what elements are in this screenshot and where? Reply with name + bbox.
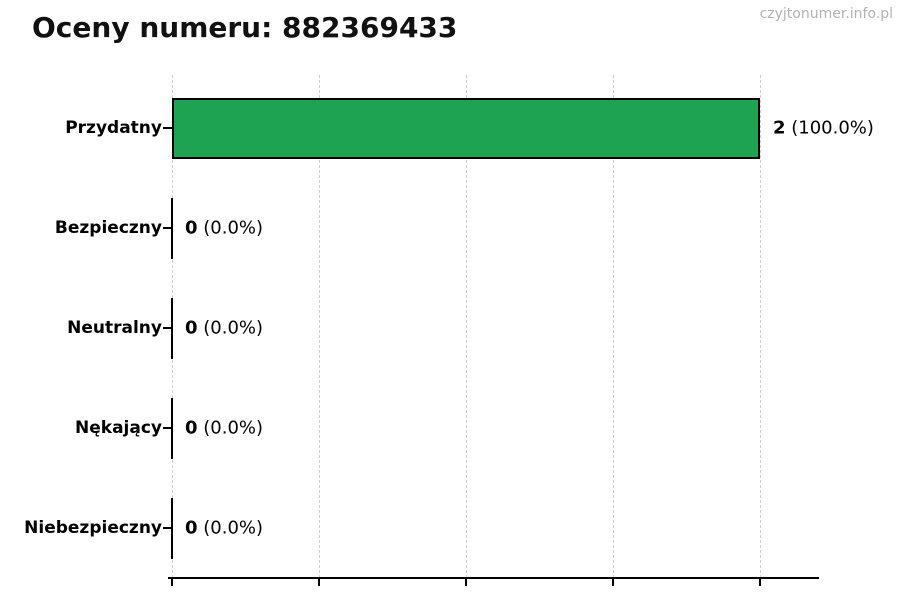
chart-title: Oceny numeru: 882369433 — [32, 11, 458, 44]
category-tick — [163, 127, 172, 129]
gridline — [613, 75, 614, 578]
value-count: 0 — [185, 317, 198, 339]
x-axis-tick — [318, 579, 320, 586]
value-label: 0 (0.0%) — [185, 318, 263, 339]
x-axis-tick — [759, 579, 761, 586]
zero-bar — [171, 397, 173, 459]
x-axis-tick — [171, 579, 173, 586]
category-label: Przydatny — [65, 118, 162, 138]
value-count: 2 — [773, 117, 786, 139]
value-percent: (0.0%) — [197, 517, 264, 539]
value-percent: (100.0%) — [785, 117, 874, 139]
zero-bar — [171, 297, 173, 359]
value-label: 0 (0.0%) — [185, 518, 263, 539]
zero-bar — [171, 197, 173, 259]
x-axis-tick — [612, 579, 614, 586]
category-tick — [163, 427, 172, 429]
value-percent: (0.0%) — [197, 417, 264, 439]
watermark: czyjtonumer.info.pl — [759, 6, 893, 22]
value-label: 2 (100.0%) — [773, 118, 874, 139]
value-count: 0 — [185, 517, 198, 539]
value-percent: (0.0%) — [197, 317, 264, 339]
category-tick — [163, 327, 172, 329]
x-axis-line — [168, 577, 819, 579]
value-count: 0 — [185, 217, 198, 239]
value-count: 0 — [185, 417, 198, 439]
value-label: 0 (0.0%) — [185, 218, 263, 239]
category-tick — [163, 227, 172, 229]
category-label: Nękający — [75, 418, 162, 438]
category-label: Neutralny — [67, 318, 162, 338]
category-tick — [163, 527, 172, 529]
gridline — [466, 75, 467, 578]
gridline — [319, 75, 320, 578]
category-label: Bezpieczny — [54, 218, 162, 238]
category-label: Niebezpieczny — [24, 518, 162, 538]
bar — [172, 97, 760, 159]
value-percent: (0.0%) — [197, 217, 264, 239]
gridline — [760, 75, 761, 578]
value-label: 0 (0.0%) — [185, 418, 263, 439]
zero-bar — [171, 497, 173, 559]
x-axis-tick — [465, 579, 467, 586]
